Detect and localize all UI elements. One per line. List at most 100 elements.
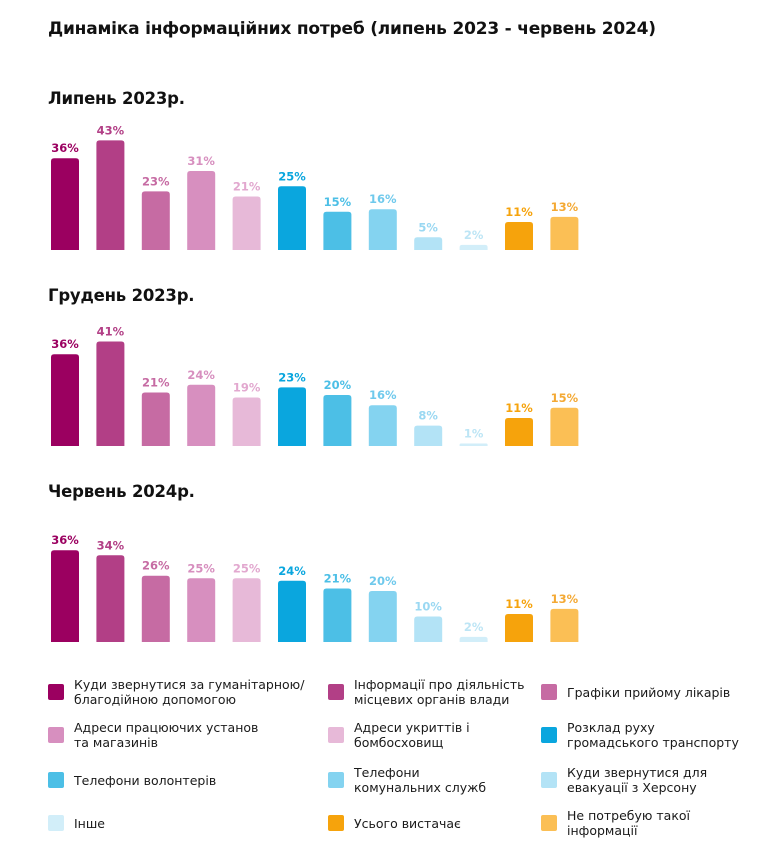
bar-4 (187, 578, 216, 642)
legend-label: Усього вистачає (354, 815, 461, 831)
legend-swatch (328, 684, 344, 700)
bar-12 (550, 216, 579, 250)
bar-value-label: 43% (97, 123, 125, 137)
bar-value-label: 11% (505, 597, 533, 611)
bar-value-label: 21% (142, 375, 170, 389)
bar-value-label: 19% (233, 381, 261, 395)
bar-6 (278, 186, 306, 250)
legend-label: Адреси працюючих установ та магазинів (74, 720, 259, 750)
bar-value-label: 11% (505, 205, 533, 219)
bar-value-label: 36% (51, 337, 79, 351)
legend-swatch (328, 772, 344, 788)
bar-value-label: 1% (464, 426, 484, 440)
bar-10 (459, 443, 488, 446)
chart-legend: Куди звернутися за гуманітарною/ благоді… (48, 677, 748, 858)
legend-item: Куди звернутися за гуманітарною/ благоді… (48, 677, 304, 707)
legend-label: Інше (74, 815, 105, 831)
bar-chart-july-2023: 36% 43% 23% 31% 21% 25% 15% 16% 5% 2% 11% 13% (51, 123, 579, 250)
legend-item: Розклад руху громадського транспорту (541, 720, 739, 750)
bar-8 (368, 405, 397, 446)
bar-9 (414, 237, 443, 250)
bar-2 (96, 341, 125, 446)
bar-value-label: 2% (464, 228, 484, 242)
legend-label: Куди звернутися для евакуації з Херсону (567, 765, 708, 795)
legend-label: Інформації про діяльність місцевих орган… (354, 677, 525, 707)
bar-9 (414, 616, 443, 642)
bar-7 (323, 211, 352, 250)
bar-1 (51, 158, 79, 250)
bar-10 (459, 636, 488, 642)
legend-swatch (541, 772, 557, 788)
bar-chart-december-2023: 36% 41% 21% 24% 19% 23% 20% 16% 8% 1% 11% 15% (51, 324, 579, 446)
chart-main-title: Динаміка інформаційних потреб (липень 20… (48, 19, 656, 39)
bar-chart-june-2024: 36% 34% 26% 25% 25% 24% 21% 20% 10% 2% 11% 13% (51, 533, 579, 642)
bar-12 (550, 608, 579, 642)
legend-label: Куди звернутися за гуманітарною/ благоді… (74, 677, 305, 707)
legend-item: Телефони комунальних служб (328, 765, 486, 795)
bar-1 (51, 354, 79, 446)
bar-5 (232, 196, 261, 250)
bar-3 (141, 575, 170, 642)
legend-item: Інформації про діяльність місцевих орган… (328, 677, 525, 707)
bar-value-label: 13% (551, 592, 579, 606)
bar-10 (459, 244, 488, 250)
bar-value-label: 23% (278, 370, 306, 384)
legend-swatch (328, 815, 344, 831)
bar-value-label: 25% (187, 561, 215, 575)
bar-value-label: 15% (551, 391, 579, 405)
bar-value-label: 25% (278, 169, 306, 183)
bar-3 (141, 392, 170, 446)
bar-value-label: 20% (369, 574, 397, 588)
bar-3 (141, 191, 170, 250)
bar-11 (505, 221, 533, 250)
legend-swatch (48, 727, 64, 743)
bar-5 (232, 578, 261, 642)
legend-item: Графіки прийому лікарів (541, 684, 730, 700)
bar-7 (323, 588, 352, 642)
legend-swatch (48, 772, 64, 788)
bar-6 (278, 387, 306, 446)
bar-value-label: 2% (464, 620, 484, 634)
legend-item: Не потребую такої інформації (541, 808, 690, 838)
bar-value-label: 23% (142, 174, 170, 188)
bar-8 (368, 591, 397, 642)
bar-4 (187, 384, 216, 446)
bar-value-label: 21% (233, 179, 261, 193)
bar-value-label: 36% (51, 141, 79, 155)
bar-value-label: 11% (505, 401, 533, 415)
legend-item: Телефони волонтерів (48, 772, 216, 788)
bar-value-label: 34% (97, 538, 125, 552)
legend-label: Не потребую такої інформації (567, 808, 691, 838)
legend-swatch (48, 684, 64, 700)
bar-value-label: 24% (278, 564, 306, 578)
bar-1 (51, 550, 79, 642)
bar-2 (96, 555, 125, 642)
bar-7 (323, 395, 352, 446)
bar-value-label: 16% (369, 192, 397, 206)
legend-item: Куди звернутися для евакуації з Херсону (541, 765, 707, 795)
bar-value-label: 13% (551, 200, 579, 214)
panel-title-june-2024: Червень 2024р. (48, 482, 195, 501)
legend-item: Інше (48, 815, 105, 831)
bar-4 (187, 170, 216, 250)
legend-item: Адреси укриттів і бомбосховищ (328, 720, 470, 750)
panel-title-july-2023: Липень 2023р. (48, 89, 185, 108)
bar-11 (505, 417, 533, 446)
bar-value-label: 15% (324, 195, 352, 209)
bar-9 (414, 425, 443, 446)
legend-swatch (541, 727, 557, 743)
bar-value-label: 5% (418, 220, 438, 234)
bar-value-label: 8% (418, 409, 438, 423)
bar-value-label: 41% (97, 324, 125, 338)
bar-value-label: 31% (187, 154, 215, 168)
bar-5 (232, 397, 261, 446)
bar-value-label: 26% (142, 559, 170, 573)
legend-swatch (541, 684, 557, 700)
panel-title-december-2023: Грудень 2023р. (48, 286, 195, 305)
bar-2 (96, 140, 125, 250)
legend-item: Адреси працюючих установ та магазинів (48, 720, 258, 750)
bar-8 (368, 209, 397, 250)
legend-label: Телефони комунальних служб (354, 765, 487, 795)
legend-label: Адреси укриттів і бомбосховищ (354, 720, 470, 750)
bar-value-label: 24% (187, 368, 215, 382)
